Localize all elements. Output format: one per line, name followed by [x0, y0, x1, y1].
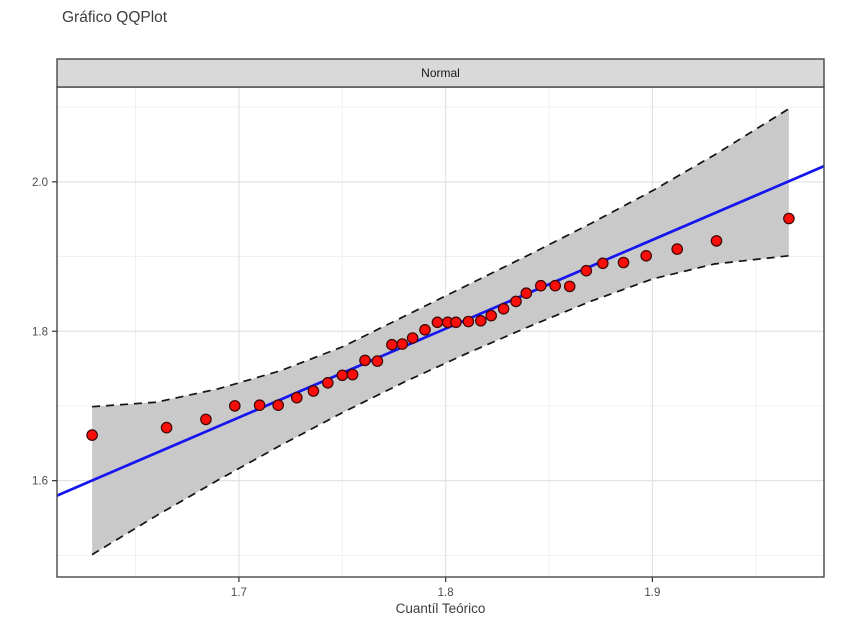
data-point — [359, 354, 371, 367]
data-point — [474, 314, 487, 327]
data-point — [86, 429, 98, 441]
data-point — [290, 391, 303, 404]
qq-reference-line — [57, 164, 824, 497]
band-upper-dashed-edge — [92, 107, 790, 408]
y-axis-tick-label: 1.8 — [32, 326, 48, 338]
band-lower-dashed-edge — [91, 254, 789, 556]
data-point — [371, 355, 384, 367]
data-point — [346, 368, 359, 381]
data-point — [406, 332, 419, 344]
data-point — [485, 309, 497, 322]
data-point — [617, 256, 630, 269]
data-point — [462, 315, 475, 328]
data-point — [520, 287, 533, 299]
data-point — [229, 400, 241, 412]
chart-title: Gráfico QQPlot — [62, 9, 168, 26]
data-point — [640, 250, 652, 262]
data-point — [580, 264, 593, 277]
y-axis-tick-label: 1.6 — [32, 476, 48, 488]
data-point — [419, 323, 431, 336]
x-axis-tick-label: 1.8 — [438, 587, 454, 599]
data-point — [396, 338, 409, 350]
data-point — [783, 212, 795, 225]
data-point — [272, 399, 284, 411]
x-axis-tick-label: 1.9 — [644, 587, 660, 599]
data-point — [200, 413, 212, 426]
y-axis-tick-label: 2.0 — [32, 177, 48, 189]
data-point — [534, 279, 547, 292]
data-point — [563, 280, 576, 293]
x-axis-tick-label: 1.7 — [231, 587, 247, 599]
data-point — [710, 235, 723, 247]
data-point — [450, 316, 462, 329]
data-point — [510, 295, 522, 308]
data-point — [497, 302, 510, 315]
data-point — [307, 385, 320, 397]
data-point — [386, 338, 398, 351]
x-axis-title: Cuantíl Teórico — [396, 601, 486, 616]
data-point — [336, 369, 349, 382]
data-point — [321, 376, 334, 389]
data-point — [549, 279, 561, 292]
facet-strip — [56, 58, 825, 88]
data-point — [596, 257, 609, 270]
data-point — [431, 316, 444, 329]
data-point — [253, 399, 266, 411]
data-point — [671, 243, 683, 255]
data-point — [160, 421, 173, 434]
facet-strip-label: Normal — [421, 66, 460, 80]
